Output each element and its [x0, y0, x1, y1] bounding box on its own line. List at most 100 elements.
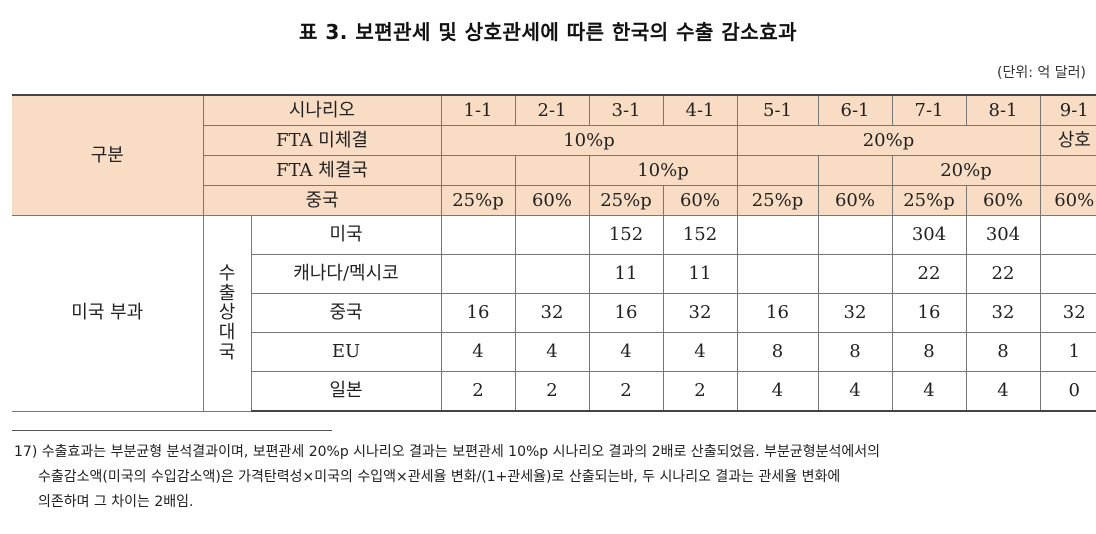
- scenario-4-1: 4-1: [662, 94, 738, 126]
- row-name: EU: [250, 332, 442, 372]
- cell: 11: [588, 254, 664, 294]
- china-1-1: 25%p: [440, 185, 516, 216]
- fta-non-10: 10%p: [440, 125, 738, 156]
- fta-non-20: 20%p: [736, 125, 1041, 156]
- footnote-line-3: 의존하며 그 차이는 2배임.: [38, 494, 194, 510]
- china-9-1: 60%: [1039, 185, 1096, 216]
- cell: 4: [588, 332, 664, 372]
- cell: 4: [514, 332, 590, 372]
- fta-row: FTA 체결국 10%p 20%p: [12, 155, 1096, 186]
- unit-label: (단위: 억 달러): [997, 65, 1086, 81]
- row-name: 일본: [250, 371, 442, 412]
- cell: 4: [965, 371, 1041, 412]
- fta-10: 10%p: [588, 155, 738, 186]
- china-3-1: 25%p: [588, 185, 664, 216]
- cell: [817, 254, 893, 294]
- category-header: 구분: [12, 94, 204, 216]
- fta-empty-5: [1039, 155, 1096, 186]
- china-8-1: 60%: [965, 185, 1041, 216]
- cell: 8: [965, 332, 1041, 372]
- cell: 16: [440, 293, 516, 333]
- cell: 16: [891, 293, 967, 333]
- cell: 2: [440, 371, 516, 412]
- fta-empty-2: [514, 155, 590, 186]
- cell: [440, 215, 516, 255]
- cell: [440, 254, 516, 294]
- fta-non-reciprocal: 상호: [1039, 125, 1096, 156]
- cell: [817, 215, 893, 255]
- china-label: 중국: [202, 185, 442, 216]
- cell: 32: [817, 293, 893, 333]
- footnote-divider: [12, 430, 332, 431]
- china-5-1: 25%p: [736, 185, 819, 216]
- scenario-1-1: 1-1: [440, 94, 516, 126]
- fta-empty-3: [736, 155, 819, 186]
- cell: 304: [891, 215, 967, 255]
- cell: [514, 215, 590, 255]
- cell: 32: [965, 293, 1041, 333]
- cell: 4: [736, 371, 819, 412]
- cell: [1039, 254, 1096, 294]
- cell: 0: [1039, 371, 1096, 412]
- cell: 8: [817, 332, 893, 372]
- cell: 4: [817, 371, 893, 412]
- cell: 152: [588, 215, 664, 255]
- cell: 4: [440, 332, 516, 372]
- cell: 32: [662, 293, 738, 333]
- china-4-1: 60%: [662, 185, 738, 216]
- fta-non-label: FTA 미체결: [202, 125, 442, 156]
- footnote: 17) 수출효과는 부분균형 분석결과이며, 보편관세 20%p 시나리오 결과…: [14, 440, 1086, 515]
- scenario-2-1: 2-1: [514, 94, 590, 126]
- cell: 8: [891, 332, 967, 372]
- cell: 2: [514, 371, 590, 412]
- cell: 11: [662, 254, 738, 294]
- scenario-label: 시나리오: [202, 94, 442, 126]
- fta-non-row: FTA 미체결 10%p 20%p 상호: [12, 125, 1096, 156]
- table-row: 일본 2 2 2 2 4 4 4 4 0: [12, 371, 1096, 412]
- cell: 2: [588, 371, 664, 412]
- scenario-8-1: 8-1: [965, 94, 1041, 126]
- cell: 22: [891, 254, 967, 294]
- scenario-9-1: 9-1: [1039, 94, 1096, 126]
- cell: [514, 254, 590, 294]
- cell: 2: [662, 371, 738, 412]
- china-6-1: 60%: [817, 185, 893, 216]
- cell: 304: [965, 215, 1041, 255]
- cell: 4: [891, 371, 967, 412]
- cell: 1: [1039, 332, 1096, 372]
- table-row: 중국 16 32 16 32 16 32 16 32 32: [12, 293, 1096, 333]
- export-reduction-table: 구분 시나리오 1-1 2-1 3-1 4-1 5-1 6-1 7-1 8-1 …: [12, 94, 1096, 412]
- row-name: 중국: [250, 293, 442, 333]
- table-title: 표 3. 보편관세 및 상호관세에 따른 한국의 수출 감소효과: [298, 20, 798, 44]
- china-2-1: 60%: [514, 185, 590, 216]
- cell: 8: [736, 332, 819, 372]
- group-label: 미국 부과: [12, 215, 204, 412]
- fta-empty-4: [817, 155, 893, 186]
- cell: 22: [965, 254, 1041, 294]
- cell: [736, 215, 819, 255]
- china-7-1: 25%p: [891, 185, 967, 216]
- cell: 32: [514, 293, 590, 333]
- cell: 16: [736, 293, 819, 333]
- cell: [1039, 215, 1096, 255]
- cell: 4: [662, 332, 738, 372]
- cell: 32: [1039, 293, 1096, 333]
- table-row: EU 4 4 4 4 8 8 8 8 1: [12, 332, 1096, 372]
- scenario-7-1: 7-1: [891, 94, 967, 126]
- footnote-line-1: 17) 수출효과는 부분균형 분석결과이며, 보편관세 20%p 시나리오 결과…: [14, 444, 881, 460]
- scenario-5-1: 5-1: [736, 94, 819, 126]
- cell: 16: [588, 293, 664, 333]
- cell: [736, 254, 819, 294]
- row-name: 미국: [250, 215, 442, 255]
- fta-20: 20%p: [891, 155, 1041, 186]
- scenario-header-row: 구분 시나리오 1-1 2-1 3-1 4-1 5-1 6-1 7-1 8-1 …: [12, 94, 1096, 216]
- scenario-6-1: 6-1: [817, 94, 893, 126]
- cell: 152: [662, 215, 738, 255]
- row-name: 캐나다/멕시코: [250, 254, 442, 294]
- fta-label: FTA 체결국: [202, 155, 442, 186]
- fta-empty-1: [440, 155, 516, 186]
- china-row: 중국 25%p 60% 25%p 60% 25%p 60% 25%p 60% 6…: [12, 185, 1096, 216]
- scenario-3-1: 3-1: [588, 94, 664, 126]
